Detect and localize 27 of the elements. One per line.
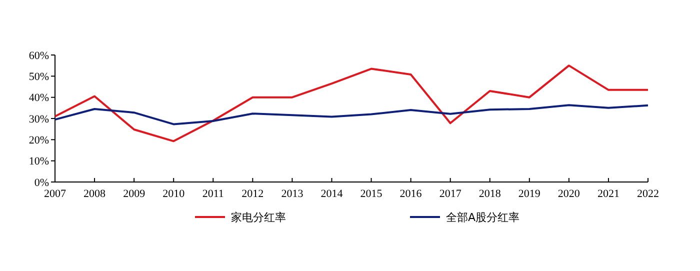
x-tick-label: 2018	[478, 188, 502, 200]
x-tick-label: 2014	[320, 188, 344, 200]
x-tick-label: 2021	[597, 188, 620, 200]
x-tick-label: 2019	[518, 188, 541, 200]
x-tick-label: 2007	[44, 188, 66, 200]
x-tick-label: 2009	[123, 188, 146, 200]
x-tick-label: 2015	[360, 188, 383, 200]
x-tick-label: 2022	[637, 188, 659, 200]
x-tick-label: 2012	[242, 188, 264, 200]
x-tick-label: 2013	[281, 188, 304, 200]
x-tick-label: 2010	[162, 188, 186, 200]
y-tick-label: 10%	[28, 156, 49, 168]
y-tick-label: 0%	[34, 176, 49, 189]
x-tick-label: 2017	[439, 188, 462, 200]
x-tick-label: 2016	[400, 188, 422, 200]
y-tick-label: 50%	[28, 71, 49, 84]
line-series	[54, 104, 649, 126]
legend-label: 家电分红率	[231, 210, 286, 224]
y-tick-label: 60%	[28, 50, 49, 62]
x-tick-label: 2008	[84, 188, 106, 200]
legend-label: 全部A股分红率	[446, 210, 520, 224]
y-tick-label: 20%	[28, 134, 49, 147]
x-tick-label: 2011	[202, 188, 224, 200]
line-series	[54, 64, 649, 142]
y-tick-label: 30%	[28, 113, 49, 126]
y-tick-label: 40%	[28, 92, 49, 104]
x-tick-label: 2020	[558, 188, 580, 200]
